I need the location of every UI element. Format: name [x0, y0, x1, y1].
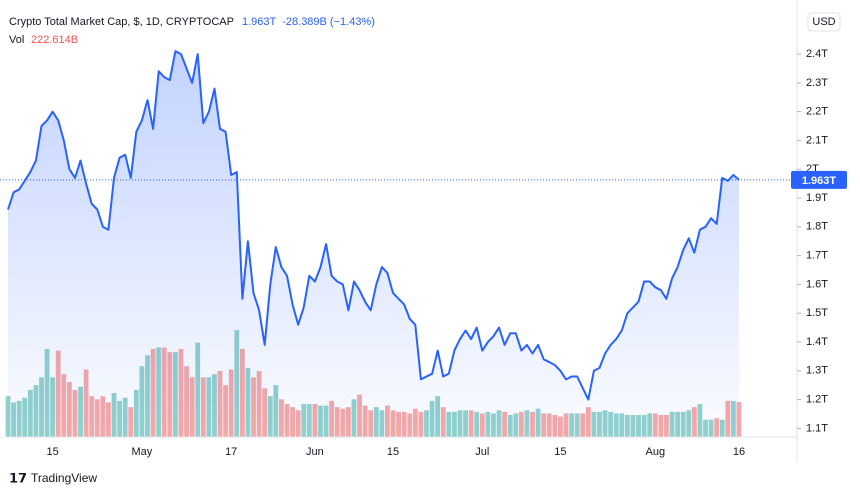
currency-button[interactable]	[807, 12, 841, 32]
legend: Crypto Total Market Cap, $, 1D, CRYPTOCA…	[9, 16, 375, 46]
chart-title: Crypto Total Market Cap, $, 1D, CRYPTOCA…	[9, 16, 234, 28]
y-tick-label: 2.3T	[806, 77, 828, 89]
y-tick-label: 1.3T	[806, 365, 828, 377]
price-line	[7, 50, 740, 401]
logo: 𝟭𝟳 TradingView	[9, 470, 97, 485]
x-tick-label: 15	[554, 446, 566, 458]
y-tick-label: 2.4T	[806, 48, 828, 60]
y-tick-label: 1.4T	[806, 336, 828, 348]
price-area	[8, 51, 739, 437]
last-price: 1.963T	[242, 16, 277, 28]
x-tick-label: May	[132, 446, 153, 458]
y-tick-label: 2.2T	[806, 106, 828, 118]
x-tick-label: Jun	[306, 446, 324, 458]
last-price-tag-label: 1.963T	[802, 175, 837, 187]
x-tick-label: 17	[225, 446, 237, 458]
currency[interactable]: USD	[812, 16, 835, 28]
x-tick-label: Aug	[645, 446, 665, 458]
y-tick-label: 1.8T	[806, 221, 828, 233]
y-tick-label: 2.1T	[806, 134, 828, 146]
volume-name: Vol	[9, 34, 24, 46]
y-tick-label: 1.9T	[806, 192, 828, 204]
y-tick-label: 1.1T	[806, 422, 828, 434]
y-tick-label: 1.5T	[806, 307, 828, 319]
price-layer	[0, 50, 797, 437]
x-tick-label: Jul	[475, 446, 489, 458]
logo-mark: 𝟭𝟳	[9, 470, 27, 485]
branding: TradingView	[31, 471, 97, 485]
price-change: -28.389B (−1.43%)	[282, 16, 375, 28]
x-tick-label: 15	[47, 446, 59, 458]
x-tick-label: 16	[733, 446, 745, 458]
y-tick-label: 1.2T	[806, 393, 828, 405]
volume-value: 222.614B	[31, 34, 78, 46]
y-tick-label: 1.6T	[806, 278, 828, 290]
x-tick-label: 15	[387, 446, 399, 458]
last-price-tag	[791, 170, 847, 189]
y-tick-label: 1.7T	[806, 250, 828, 262]
